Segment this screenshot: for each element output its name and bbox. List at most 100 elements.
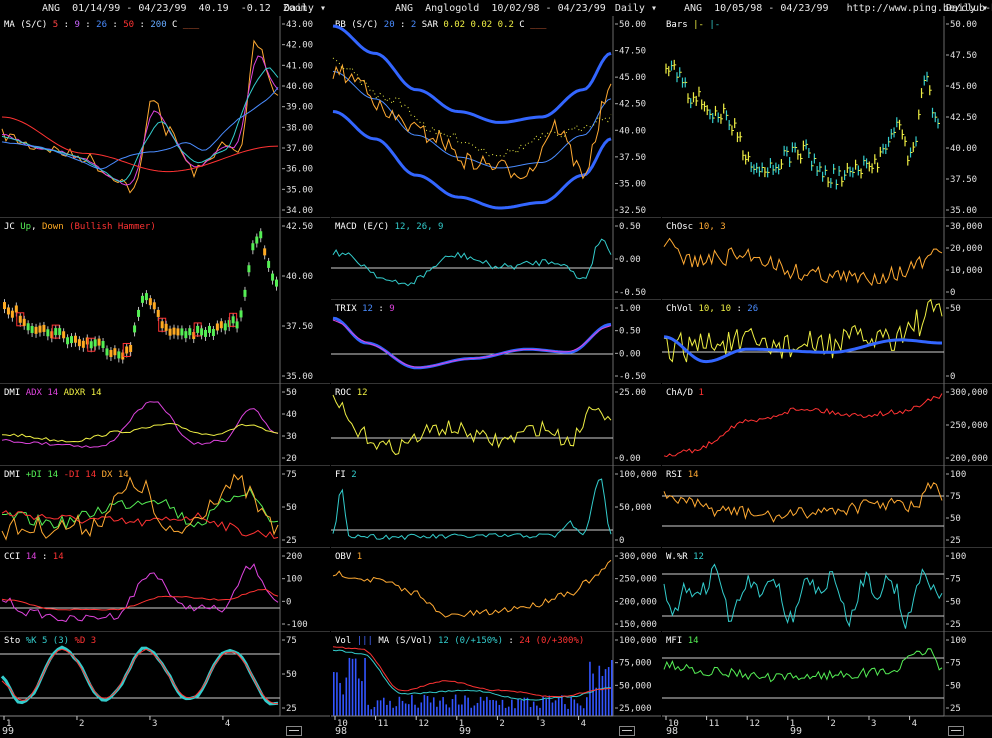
volume-bar <box>495 700 498 716</box>
candle <box>70 336 74 344</box>
candle <box>148 298 152 306</box>
candle <box>223 323 227 331</box>
middle-pane-label-bb: BB (S/C) 20 : 2 SAR 0.02 0.02 0.2 C ___ <box>335 20 547 30</box>
candle <box>93 339 97 347</box>
candle <box>34 326 38 334</box>
cci-line <box>1 563 279 623</box>
candle <box>172 327 176 335</box>
volume-bar <box>467 697 469 716</box>
middle-bb-tick: 32.50 <box>619 206 646 216</box>
candle <box>133 325 137 333</box>
volume-bar <box>520 700 523 716</box>
candle <box>140 295 144 303</box>
left-period-dropdown[interactable]: Daily <box>284 3 326 14</box>
right-pane-label-chad: ChA/D 1 <box>666 388 704 398</box>
right-period-dropdown[interactable]: Daily <box>946 3 988 14</box>
candle <box>30 325 34 333</box>
left-jc-tick: 35.00 <box>286 372 313 382</box>
minus-di-line <box>1 510 279 539</box>
candle <box>164 323 168 331</box>
candle <box>38 325 42 333</box>
volume-bar <box>489 700 491 716</box>
volume-bar <box>333 672 335 716</box>
right-pane-label-bars: Bars |- |- <box>666 20 720 30</box>
left-cci-tick: 0 <box>286 597 291 607</box>
left-ma-tick: 35.00 <box>286 185 313 195</box>
left-scroll-button[interactable] <box>286 726 302 736</box>
left-month-label: 2 <box>79 719 84 729</box>
left-month-label: 4 <box>225 719 230 729</box>
middle-roc-tick: 0.00 <box>619 454 641 464</box>
right-pane-rsi <box>662 466 992 548</box>
candle <box>54 328 58 336</box>
right-year-99: 99 <box>790 726 803 737</box>
candle <box>10 310 14 318</box>
volume-bar <box>423 694 426 716</box>
volume-bar <box>420 702 423 716</box>
middle-chart-panes: BB (S/C) 20 : 2 SAR 0.02 0.02 0.2 C ___ 5… <box>331 16 661 729</box>
left-sto-tick: 75 <box>286 636 297 646</box>
right-mfi-tick: 75 <box>950 659 961 669</box>
right-scroll-button[interactable] <box>948 726 964 736</box>
middle-trix-tick: 0.50 <box>619 327 641 337</box>
right-rsi-tick: 25 <box>950 536 961 546</box>
volume-bar <box>504 707 507 716</box>
left-year-label: 99 <box>2 726 15 737</box>
club-bourse-link[interactable]: http://www.ping.be/club-bourse <box>846 3 992 14</box>
volume-bar <box>439 700 441 716</box>
volume-bar <box>517 698 519 716</box>
left-ma-tick: 38.00 <box>286 123 313 133</box>
bb-upper-band <box>332 24 612 124</box>
right-chart-panes: Bars |- |- 50.00 47.50 45.00 42.50 40.00 37.50… <box>662 16 992 729</box>
volume-bar <box>345 677 348 716</box>
middle-vol-tick: 25,000 <box>619 704 652 714</box>
middle-scroll-button[interactable] <box>619 726 635 736</box>
left-pane-label-dmi1: DMI ADX 14 ADXR 14 <box>4 388 102 398</box>
left-pane-jc <box>0 218 330 384</box>
volume-bar <box>551 702 554 716</box>
volume-bar <box>445 704 448 716</box>
candle <box>89 341 93 349</box>
volume-bar <box>354 658 357 716</box>
candle <box>18 315 22 323</box>
right-pane-mfi <box>662 632 992 716</box>
middle-period-dropdown[interactable]: Daily <box>615 3 657 14</box>
right-month-label: 3 <box>871 719 876 729</box>
right-pane-label-chvol: ChVol 10, 10 : 26 <box>666 304 758 314</box>
volume-bar <box>473 705 476 716</box>
left-month-label: 1 <box>6 719 11 729</box>
right-wr-tick: 75 <box>950 575 961 585</box>
volume-bar <box>492 699 494 716</box>
candle <box>180 328 184 336</box>
right-wr-tick: 50 <box>950 597 961 607</box>
right-pane-label-wr: W.%R 12 <box>666 552 704 562</box>
volume-bar <box>336 672 338 716</box>
volume-bar <box>570 697 572 716</box>
candle <box>176 328 180 336</box>
volume-bar <box>426 696 429 716</box>
left-cci-tick: 200 <box>286 552 302 562</box>
middle-fi-tick: 0 <box>619 536 624 546</box>
middle-pane-label-fi: FI 2 <box>335 470 357 480</box>
middle-trix-tick: -0.50 <box>619 372 646 382</box>
volume-bar <box>342 694 344 716</box>
middle-pane-obv <box>331 548 661 632</box>
candle <box>101 340 105 348</box>
volume-bar <box>582 708 585 716</box>
candle <box>109 350 113 358</box>
volume-bar <box>386 704 388 716</box>
middle-trix-tick: 0.00 <box>619 349 641 359</box>
candle <box>211 328 215 336</box>
volume-bar <box>461 704 463 716</box>
left-pane-dmi2 <box>0 466 330 548</box>
candle <box>275 279 278 287</box>
middle-pane-label-macd: MACD (E/C) 12, 26, 9 <box>335 222 443 232</box>
middle-pane-label-vol: Vol ||| MA (S/Vol) 12 (0/+150%) : 24 (0/… <box>335 636 584 646</box>
right-month-label: 4 <box>912 719 917 729</box>
candle <box>105 348 109 356</box>
ma26-line <box>1 86 279 170</box>
candle <box>14 305 18 313</box>
middle-macd-tick: 0.00 <box>619 255 641 265</box>
middle-trix-tick: 1.00 <box>619 304 641 314</box>
right-month-label: 12 <box>749 719 760 729</box>
